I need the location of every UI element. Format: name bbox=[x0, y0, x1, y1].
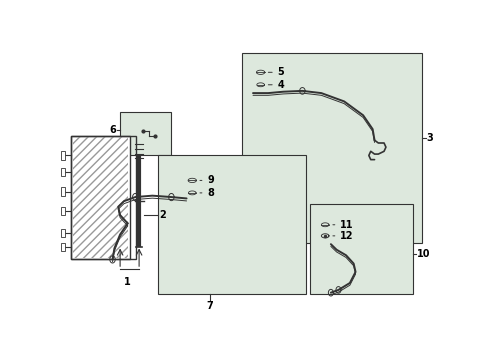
Text: 7: 7 bbox=[207, 301, 213, 311]
Bar bbox=[61, 168, 65, 176]
Bar bbox=[310, 204, 413, 294]
Text: 9: 9 bbox=[200, 175, 214, 185]
Bar bbox=[158, 156, 306, 294]
Text: 3: 3 bbox=[427, 133, 433, 143]
Bar bbox=[61, 229, 65, 237]
Bar bbox=[61, 207, 65, 215]
Bar bbox=[242, 53, 422, 243]
Bar bbox=[61, 187, 65, 195]
Text: 6: 6 bbox=[110, 125, 116, 135]
Text: 4: 4 bbox=[269, 80, 285, 90]
Bar bbox=[71, 136, 129, 260]
Bar bbox=[73, 138, 128, 258]
Bar bbox=[61, 151, 65, 159]
Bar bbox=[61, 243, 65, 251]
Text: 12: 12 bbox=[333, 231, 354, 241]
Bar bbox=[120, 112, 172, 156]
Text: 5: 5 bbox=[269, 67, 285, 77]
Text: 11: 11 bbox=[333, 220, 354, 230]
Text: 1: 1 bbox=[124, 278, 131, 287]
Text: 10: 10 bbox=[417, 248, 431, 258]
Bar bbox=[71, 136, 136, 260]
Text: 8: 8 bbox=[200, 188, 214, 198]
Text: 2: 2 bbox=[159, 210, 166, 220]
